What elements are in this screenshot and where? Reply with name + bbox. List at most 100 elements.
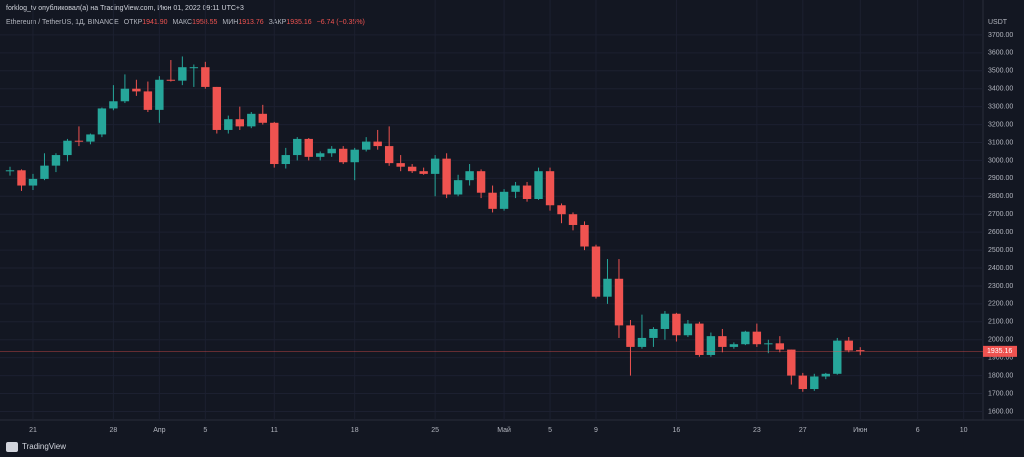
legend-label: ЗАКР — [269, 19, 287, 26]
candle-body — [178, 67, 187, 81]
price-tag-label: 1935.16 — [987, 348, 1012, 355]
y-tick-label: 1700.00 — [988, 390, 1013, 397]
candle-body — [224, 119, 233, 130]
y-tick-label: 2600.00 — [988, 229, 1013, 236]
candle-body — [741, 331, 750, 345]
candle-body — [350, 149, 359, 163]
candle-body — [821, 373, 830, 377]
candle-body — [557, 205, 566, 215]
candle-body — [293, 138, 302, 156]
x-tick-label: 11 — [271, 427, 278, 434]
x-tick-label: 10 — [960, 427, 968, 434]
candle-body — [752, 331, 762, 345]
candle-body — [844, 340, 853, 351]
candle-body — [120, 88, 130, 102]
candle-body — [247, 113, 256, 127]
candle-body — [384, 146, 394, 164]
candle-body — [591, 246, 601, 297]
x-tick-label: Июн — [853, 427, 867, 434]
candle-body — [695, 323, 704, 355]
candle-body — [235, 119, 244, 127]
candle-body — [810, 376, 819, 390]
candle-body — [775, 343, 785, 350]
candle-body — [465, 171, 474, 181]
candle-body — [453, 180, 463, 195]
candle-body — [614, 278, 624, 326]
candle-body — [86, 134, 95, 142]
legend-value: 1941.90 — [142, 19, 167, 26]
x-tick-label: 21 — [29, 427, 37, 434]
candle-body — [637, 337, 647, 347]
x-tick-label: 9 — [594, 427, 598, 434]
candle-body — [580, 224, 589, 247]
candle-body — [212, 86, 222, 130]
candle-body — [327, 148, 336, 154]
y-tick-label: 1600.00 — [988, 408, 1013, 415]
y-tick-label: 3000.00 — [988, 157, 1013, 164]
candle-body — [28, 178, 38, 186]
currency-label: USDT — [988, 19, 1008, 26]
y-tick-label: 2300.00 — [988, 283, 1013, 290]
y-tick-label: 3400.00 — [988, 86, 1013, 93]
candle-body — [649, 328, 658, 338]
y-tick-label: 2100.00 — [988, 319, 1013, 326]
candle-body — [361, 141, 371, 150]
y-tick-label: 2400.00 — [988, 265, 1013, 272]
candle-body — [51, 155, 61, 166]
candle-body — [568, 214, 578, 225]
candle-body — [787, 349, 796, 376]
y-tick-label: 3500.00 — [988, 68, 1013, 75]
y-tick-label: 2700.00 — [988, 211, 1013, 218]
candle-body — [833, 340, 842, 374]
legend-label: МИН — [222, 19, 238, 26]
candle-body — [626, 325, 635, 347]
x-tick-label: 16 — [673, 427, 681, 434]
candle-body — [5, 170, 15, 172]
brand: TradingView — [22, 442, 66, 451]
brand-logo — [6, 442, 18, 452]
legend-line: Ethereum / TetherUS, 1Д, BINANCE ОТКР1941… — [6, 19, 365, 26]
candle-body — [373, 141, 382, 147]
candle-body — [683, 323, 693, 336]
candle-body — [856, 350, 865, 352]
legend-value: 1958.55 — [192, 19, 217, 26]
y-tick-label: 2800.00 — [988, 193, 1013, 200]
candle-body — [74, 140, 84, 142]
candle-body — [511, 185, 520, 192]
candle-body — [132, 88, 141, 92]
candle-body — [258, 113, 267, 123]
symbol: Ethereum / TetherUS, 1Д, BINANCE — [6, 19, 119, 26]
legend-label: МАКС — [173, 19, 193, 26]
candle-body — [729, 344, 739, 347]
candle-body — [316, 153, 325, 157]
candle-body — [545, 171, 555, 206]
candle-body — [17, 170, 26, 186]
x-tick-label: 23 — [753, 427, 761, 434]
candle-body — [522, 185, 532, 199]
y-tick-label: 1900.00 — [988, 355, 1013, 362]
legend-value: 1935.16 — [286, 19, 311, 26]
x-tick-label: Апр — [153, 427, 165, 434]
x-tick-label: 18 — [351, 427, 359, 434]
y-tick-label: 2000.00 — [988, 337, 1013, 344]
legend-label: ОТКР — [124, 19, 143, 26]
candle-body — [281, 155, 290, 165]
candle-body — [499, 191, 509, 209]
candle-body — [155, 79, 164, 110]
candle-body — [109, 101, 118, 109]
candle-body — [442, 158, 451, 195]
candle-body — [270, 122, 279, 165]
candle-body — [764, 343, 773, 345]
candle-body — [419, 171, 428, 174]
candle-body — [706, 336, 716, 355]
y-tick-label: 2500.00 — [988, 247, 1013, 254]
y-tick-label: 3200.00 — [988, 121, 1013, 128]
candle-body — [534, 171, 543, 199]
candle-body — [407, 166, 417, 172]
legend-change: −6.74 (−0.35%) — [317, 19, 365, 26]
y-tick-label: 1800.00 — [988, 372, 1013, 379]
candle-body — [143, 91, 153, 110]
price-tag — [983, 345, 1017, 357]
candle-body — [166, 79, 176, 81]
candle-body — [201, 67, 210, 87]
